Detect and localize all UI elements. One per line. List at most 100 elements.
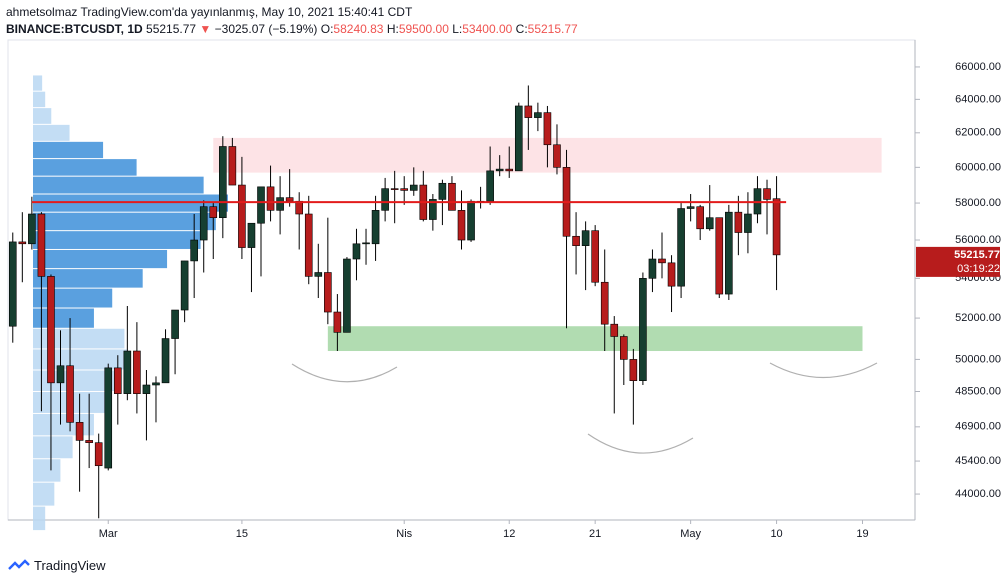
volume-profile-bar (33, 212, 216, 231)
candle-body (324, 272, 332, 313)
candle-body (295, 200, 303, 215)
candle-body (467, 200, 475, 241)
candle-body (744, 213, 752, 233)
candle-body (113, 367, 122, 394)
candle-body (56, 365, 65, 384)
candle-body (390, 188, 399, 190)
candle-body (123, 350, 132, 394)
header-line2: BINANCE:BTCUSDT, 1D 55215.77 ▼ −3025.07 … (6, 21, 578, 38)
volume-profile-bar (33, 506, 46, 531)
candle-body (438, 182, 447, 200)
candle-body (400, 188, 409, 191)
candle-body (667, 262, 676, 287)
candle-body (543, 112, 552, 146)
candle-body (362, 242, 370, 245)
candle-body (763, 188, 771, 200)
l-label: L: (452, 22, 463, 36)
h-label: H: (386, 22, 399, 36)
candle-body (190, 239, 198, 262)
candle-body (85, 440, 93, 443)
candle-body (66, 365, 74, 423)
candle-body (772, 198, 781, 256)
logo (8, 558, 30, 570)
volume-profile-bar (33, 108, 52, 124)
y-tick-label: 64000.00 (955, 93, 1001, 105)
arc (291, 363, 398, 383)
candle-body (409, 184, 418, 191)
change: −3025.07 (−5.19%) (214, 22, 318, 36)
candle-body (304, 213, 313, 277)
x-tick-label: 10 (770, 528, 782, 540)
volume-profile-bar (33, 349, 128, 370)
candle-body (448, 182, 456, 211)
l-value: 53400.00 (462, 22, 513, 36)
volume-profile-bar (33, 124, 70, 141)
candle-body (371, 210, 380, 245)
x-tick-label: 12 (503, 528, 515, 540)
volume-profile-bar (33, 231, 201, 249)
candle-body (524, 105, 533, 118)
volume-profile-bar (33, 269, 143, 288)
candle-body (228, 146, 237, 186)
footer: TradingView (8, 558, 106, 573)
y-tick-label: 56000.00 (955, 234, 1001, 246)
c-label: C: (515, 22, 528, 36)
x-tick-label: 15 (236, 528, 248, 540)
candle-body (591, 230, 599, 283)
candle-body (18, 241, 27, 245)
candle-body (343, 258, 351, 333)
candle-body (161, 338, 170, 384)
candle-body (572, 235, 580, 246)
candle-body (514, 105, 523, 172)
volume-profile-bar (33, 413, 94, 436)
candle-body (285, 197, 294, 202)
volume-profile-bar (33, 328, 125, 349)
candle-body (219, 146, 227, 218)
candle-body (658, 258, 666, 264)
y-tick-label: 58000.00 (955, 197, 1001, 209)
volume-profile-bar (33, 482, 55, 506)
h-value: 59500.00 (398, 22, 449, 36)
volume-profile-bar (33, 91, 46, 108)
volume-profile-bar (33, 141, 104, 159)
candle-body (257, 186, 265, 224)
candle-body (276, 197, 284, 211)
volume-profile-bar (33, 159, 137, 176)
o-value: 58240.83 (333, 22, 384, 36)
candle-body (734, 211, 743, 233)
candle-body (715, 217, 724, 295)
y-tick-label: 60000.00 (955, 161, 1001, 173)
y-tick-label: 48500.00 (955, 385, 1001, 397)
price: 55215.77 (146, 22, 197, 36)
symbol: BINANCE:BTCUSDT, 1D (6, 22, 143, 36)
plot-frame (7, 39, 916, 521)
candle-body (142, 384, 151, 394)
candle-body (639, 278, 647, 381)
y-tick-label: 52000.00 (955, 312, 1001, 324)
brand: TradingView (34, 558, 106, 573)
x-tick-label: Mar (99, 528, 118, 540)
candle-body (629, 359, 638, 381)
candle-body (37, 213, 46, 277)
volume-profile-bar (33, 370, 122, 391)
candle-body (333, 311, 342, 333)
x-tick-label: 21 (589, 528, 601, 540)
y-tick-label: 66000.00 (955, 61, 1001, 73)
candle-body (199, 206, 208, 241)
last-price-label: 55215.77 (954, 249, 1000, 261)
volume-profile-bar (33, 249, 168, 269)
arc (769, 362, 878, 378)
volume-profile-bar (33, 288, 113, 308)
y-tick-label: 46900.00 (955, 421, 1001, 433)
last-price-box (916, 246, 1000, 277)
o-label: O: (320, 22, 334, 36)
candle-body (495, 168, 504, 172)
candle-body (486, 170, 494, 202)
candle-body (686, 206, 695, 209)
y-tick-label: 62000.00 (955, 127, 1001, 139)
candle-body (28, 213, 36, 245)
candle-body (553, 144, 561, 168)
candle-body (180, 260, 189, 311)
candle-body (104, 367, 113, 469)
